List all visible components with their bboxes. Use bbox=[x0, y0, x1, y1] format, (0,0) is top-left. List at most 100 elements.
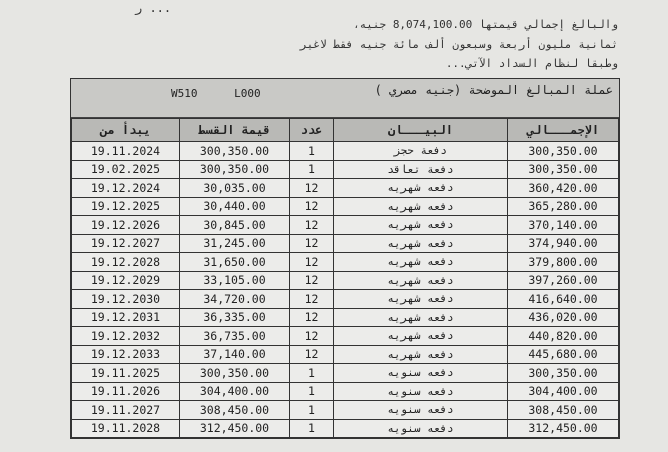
cell-count: 1 bbox=[289, 363, 334, 383]
table-row: 19.12.2024 30,035.00 12 دفعه شهريه 360,420.0… bbox=[71, 178, 619, 198]
cell-total: 397,260.00 bbox=[507, 270, 619, 290]
table-row: 19.11.2024 300,350.00 1 دفعة حجز 300,350.00 bbox=[71, 141, 619, 161]
cell-total: 374,940.00 bbox=[507, 233, 619, 253]
cell-total: 300,350.00 bbox=[507, 159, 619, 179]
header-start: يبدأ من bbox=[71, 118, 180, 142]
cell-installment: 304,400.00 bbox=[179, 381, 290, 401]
table-row: 19.11.2025 300,350.00 1 دفعه سنويه 300,350.0… bbox=[71, 363, 619, 383]
cell-count: 12 bbox=[289, 215, 334, 235]
cell-installment: 31,650.00 bbox=[179, 252, 290, 272]
cell-installment: 36,335.00 bbox=[179, 307, 290, 327]
cell-installment: 300,350.00 bbox=[179, 363, 290, 383]
cell-start: 19.12.2026 bbox=[71, 215, 180, 235]
cell-installment: 36,735.00 bbox=[179, 326, 290, 346]
cell-description: دفعه شهريه bbox=[333, 307, 508, 327]
cell-installment: 312,450.00 bbox=[179, 418, 290, 438]
table-row: 19.12.2027 31,245.00 12 دفعه شهريه 374,940.0… bbox=[71, 233, 619, 253]
total-amount-line: والبالغ إجمالي قيمتها 8,074,100.00 جنيه، bbox=[353, 18, 618, 31]
schedule-header: عملة المبالغ الموضحة (جنيه مصري ) W510 L… bbox=[71, 79, 619, 118]
cell-start: 19.12.2028 bbox=[71, 252, 180, 272]
table-row: 19.12.2030 34,720.00 12 دفعه شهريه 416,640.0… bbox=[71, 289, 619, 309]
cell-total: 308,450.00 bbox=[507, 400, 619, 420]
table-row: 19.12.2028 31,650.00 12 دفعه شهريه 379,800.0… bbox=[71, 252, 619, 272]
table-row: 19.12.2026 30,845.00 12 دفعه شهريه 370,140.0… bbox=[71, 215, 619, 235]
header-count: عدد bbox=[289, 118, 334, 142]
cell-start: 19.12.2031 bbox=[71, 307, 180, 327]
amount-in-words-line: ثمانية مليون أربعة وسبعون ألف مائة جنيه … bbox=[300, 38, 618, 51]
cell-description: دفعه شهريه bbox=[333, 326, 508, 346]
cell-installment: 31,245.00 bbox=[179, 233, 290, 253]
header-total: الإجمـــالي bbox=[507, 118, 619, 142]
cell-start: 19.11.2028 bbox=[71, 418, 180, 438]
cell-count: 12 bbox=[289, 252, 334, 272]
cell-description: دفعه شهريه bbox=[333, 344, 508, 364]
cell-total: 379,800.00 bbox=[507, 252, 619, 272]
table-row: 19.11.2028 312,450.00 1 دفعه سنويه 312,450.0… bbox=[71, 418, 619, 438]
table-row: 19.12.2029 33,105.00 12 دفعه شهريه 397,260.0… bbox=[71, 270, 619, 290]
cell-count: 12 bbox=[289, 270, 334, 290]
cell-description: دفعه شهريه bbox=[333, 252, 508, 272]
cell-start: 19.12.2029 bbox=[71, 270, 180, 290]
cell-total: 416,640.00 bbox=[507, 289, 619, 309]
cell-count: 12 bbox=[289, 289, 334, 309]
header-installment: قيمة القسط bbox=[179, 118, 290, 142]
cell-description: دفعه شهريه bbox=[333, 178, 508, 198]
cell-total: 360,420.00 bbox=[507, 178, 619, 198]
cell-start: 19.11.2025 bbox=[71, 363, 180, 383]
cell-installment: 37,140.00 bbox=[179, 344, 290, 364]
cell-installment: 34,720.00 bbox=[179, 289, 290, 309]
cell-start: 19.12.2032 bbox=[71, 326, 180, 346]
cell-start: 19.11.2024 bbox=[71, 141, 180, 161]
payment-system-line: وطبقا لنظام السداد الآتي... bbox=[445, 57, 618, 70]
cell-count: 12 bbox=[289, 178, 334, 198]
cell-description: دفعه سنويه bbox=[333, 381, 508, 401]
cell-count: 1 bbox=[289, 159, 334, 179]
table-row: 19.12.2031 36,335.00 12 دفعه شهريه 436,020.0… bbox=[71, 307, 619, 327]
currency-label: عملة المبالغ الموضحة (جنيه مصري ) bbox=[374, 83, 613, 97]
table-row: 19.02.2025 300,350.00 1 دفعة تعاقد 300,350.0… bbox=[71, 159, 619, 179]
table-row: 19.11.2026 304,400.00 1 دفعه سنويه 304,400.0… bbox=[71, 381, 619, 401]
cell-start: 19.12.2033 bbox=[71, 344, 180, 364]
cell-installment: 30,035.00 bbox=[179, 178, 290, 198]
cut-off-text: ... ر bbox=[135, 1, 172, 15]
cell-count: 1 bbox=[289, 381, 334, 401]
table-row: 19.12.2033 37,140.00 12 دفعه شهريه 445,680.0… bbox=[71, 344, 619, 364]
cell-start: 19.11.2026 bbox=[71, 381, 180, 401]
cell-total: 312,450.00 bbox=[507, 418, 619, 438]
codes: W510 L000 bbox=[171, 87, 261, 100]
cell-total: 300,350.00 bbox=[507, 363, 619, 383]
cell-count: 1 bbox=[289, 400, 334, 420]
cell-count: 1 bbox=[289, 418, 334, 438]
cell-description: دفعه شهريه bbox=[333, 270, 508, 290]
cell-description: دفعة تعاقد bbox=[333, 159, 508, 179]
cell-start: 19.12.2024 bbox=[71, 178, 180, 198]
cell-description: دفعه سنويه bbox=[333, 418, 508, 438]
cell-description: دفعه شهريه bbox=[333, 196, 508, 216]
table-row: 19.11.2027 308,450.00 1 دفعه سنويه 308,450.0… bbox=[71, 400, 619, 420]
cell-installment: 300,350.00 bbox=[179, 159, 290, 179]
code-l000: L000 bbox=[234, 87, 261, 100]
header-description: البيـــان bbox=[333, 118, 508, 142]
cell-total: 436,020.00 bbox=[507, 307, 619, 327]
cell-installment: 33,105.00 bbox=[179, 270, 290, 290]
cell-count: 12 bbox=[289, 344, 334, 364]
cell-installment: 30,845.00 bbox=[179, 215, 290, 235]
cell-start: 19.12.2027 bbox=[71, 233, 180, 253]
cell-count: 12 bbox=[289, 326, 334, 346]
cell-count: 12 bbox=[289, 196, 334, 216]
code-w510: W510 bbox=[171, 87, 198, 100]
cell-description: دفعه سنويه bbox=[333, 363, 508, 383]
cell-start: 19.11.2027 bbox=[71, 400, 180, 420]
payment-schedule: عملة المبالغ الموضحة (جنيه مصري ) W510 L… bbox=[70, 78, 620, 439]
cell-description: دفعة حجز bbox=[333, 141, 508, 161]
cell-total: 445,680.00 bbox=[507, 344, 619, 364]
cell-start: 19.12.2030 bbox=[71, 289, 180, 309]
cell-total: 440,820.00 bbox=[507, 326, 619, 346]
cell-total: 370,140.00 bbox=[507, 215, 619, 235]
table-row: 19.12.2032 36,735.00 12 دفعه شهريه 440,820.0… bbox=[71, 326, 619, 346]
cell-count: 1 bbox=[289, 141, 334, 161]
cell-count: 12 bbox=[289, 307, 334, 327]
cell-description: دفعه سنويه bbox=[333, 400, 508, 420]
cell-total: 300,350.00 bbox=[507, 141, 619, 161]
cell-description: دفعه شهريه bbox=[333, 289, 508, 309]
